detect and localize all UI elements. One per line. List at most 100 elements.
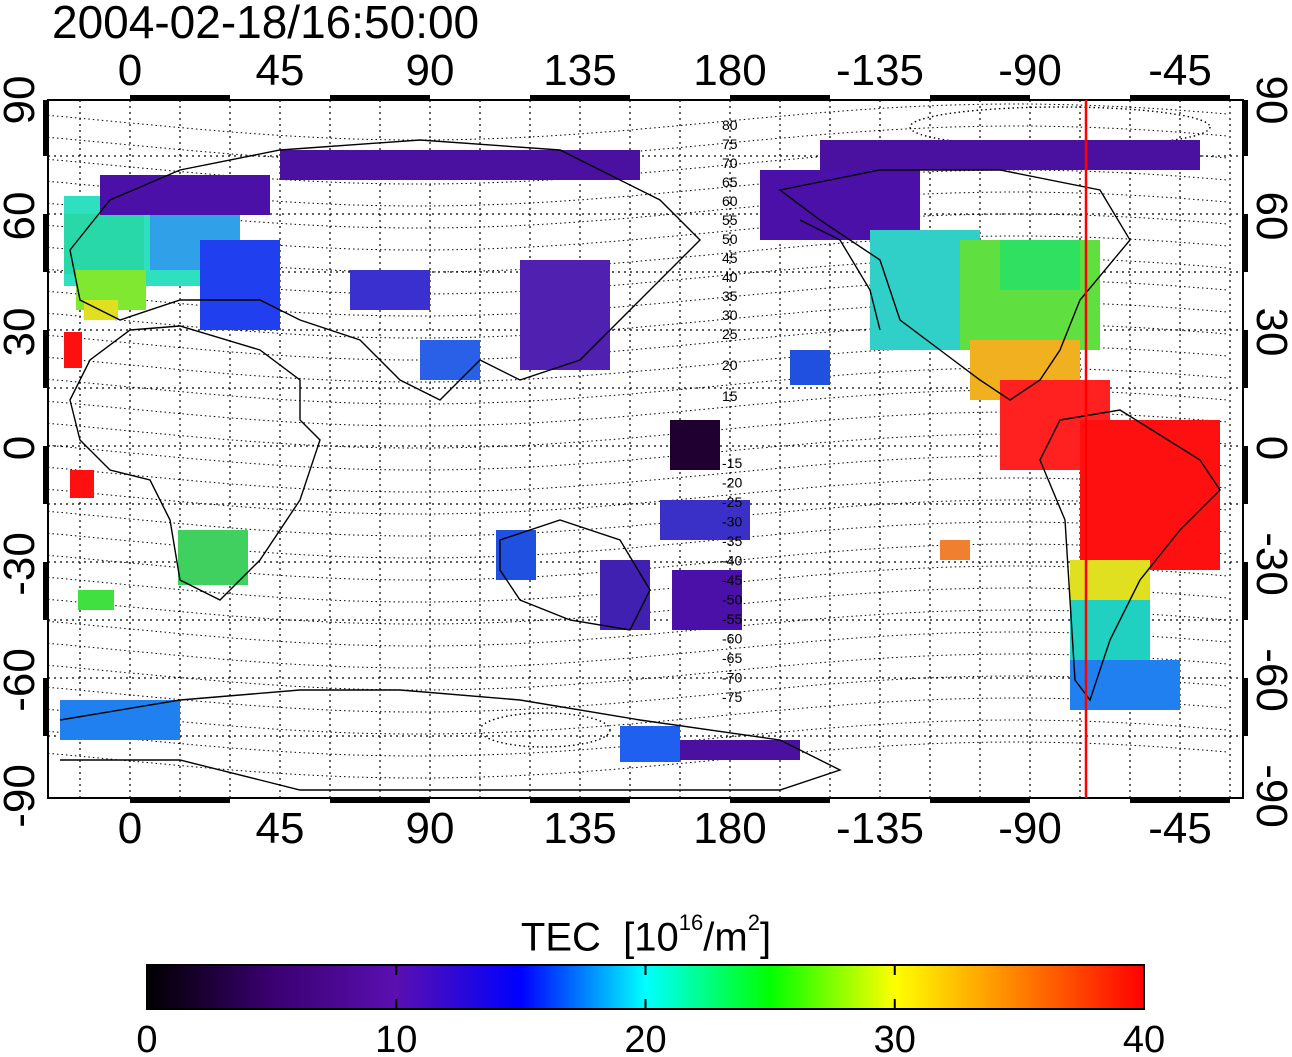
contour-label-north-1: 75 [722, 136, 738, 152]
colorbar-ticks: 0 10 20 30 40 [136, 965, 1165, 1057]
lon-tick-bottom-5: -135 [836, 804, 924, 853]
contour-labels: 80 75 70 65 60 55 50 45 40 35 30 25 20 15 -15 -20 -25 -30… [722, 117, 742, 705]
contour-line-26 [48, 675, 1229, 713]
contour-label-north-8: 40 [722, 269, 738, 285]
contour-line-0 [48, 103, 1229, 141]
contour-label-south-0: -15 [722, 455, 742, 471]
tec-patch-eastern-europe [200, 240, 280, 330]
colorbar-unit-exp2: 2 [747, 910, 760, 935]
tec-patch-antarctic-west [60, 700, 180, 740]
lon-tick-top-1: 45 [256, 46, 305, 95]
contour-label-north-3: 65 [722, 174, 738, 190]
tec-patch-new-zealand [672, 570, 742, 630]
tec-patch-alaska [760, 170, 920, 240]
lon-tick-top-0: 0 [118, 46, 142, 95]
tec-patch-india [420, 340, 480, 380]
tec-patch-scandinavia [100, 175, 270, 215]
tec-patch-west-australia [496, 530, 536, 580]
coastlines [59, 139, 1221, 791]
contour-line-5 [48, 213, 1229, 251]
contour-label-north-13: 15 [722, 388, 738, 404]
tec-patch-south-america [1080, 420, 1220, 570]
tec-patch-patagonia [1070, 600, 1150, 660]
contour-line-28 [48, 719, 1229, 757]
contour-line-21 [48, 565, 1229, 603]
colorbar-label-text: TEC [520, 915, 601, 960]
lon-ticks-top: 0 45 90 135 180 -135 -90 -45 [118, 46, 1212, 95]
contour-label-south-1: -20 [722, 475, 742, 491]
lon-tick-bottom-2: 90 [406, 804, 455, 853]
lat-tick-right-6: -90 [1247, 764, 1292, 828]
lon-tick-bottom-7: -45 [1148, 804, 1212, 853]
tec-patch-atlantic [78, 590, 114, 610]
colorbar-unit-suffix: ] [759, 915, 772, 960]
lon-tick-bottom-3: 135 [543, 804, 616, 853]
tec-patch-gulf-guinea [70, 470, 94, 498]
contour-line-4 [48, 191, 1229, 229]
contour-label-north-0: 80 [722, 117, 738, 133]
lat-ticks-left: 90 60 30 0 -30 -60 -90 [0, 76, 44, 828]
contour-label-south-11: -70 [722, 670, 742, 686]
tec-patch-east-australia [600, 560, 650, 630]
lat-tick-right-0: 90 [1247, 76, 1292, 125]
lon-tick-bottom-4: 180 [693, 804, 766, 853]
tec-patch-argentina [1070, 560, 1150, 600]
tec-patch-east-asia [520, 260, 610, 370]
lat-tick-left-3: 0 [0, 436, 44, 460]
contour-line-1 [48, 125, 1229, 163]
lon-tick-bottom-0: 0 [118, 804, 142, 853]
lon-tick-top-6: -90 [998, 46, 1062, 95]
contour-line-6 [48, 235, 1229, 273]
lon-tick-top-3: 135 [543, 46, 616, 95]
lat-tick-left-4: -30 [0, 532, 44, 596]
tec-patch-antarctic-ross [620, 726, 680, 762]
colorbar-tick-4: 40 [1123, 1019, 1165, 1057]
contour-label-south-8: -55 [722, 611, 742, 627]
lon-tick-bottom-6: -90 [998, 804, 1062, 853]
lon-tick-top-4: 180 [693, 46, 766, 95]
lon-tick-bottom-1: 45 [256, 804, 305, 853]
contour-label-north-6: 50 [722, 231, 738, 247]
tec-patch-great-lakes [1000, 240, 1080, 290]
contour-label-north-11: 25 [722, 326, 738, 342]
lon-tick-top-5: -135 [836, 46, 924, 95]
tec-patch-antarctic-east [680, 740, 800, 760]
tec-patch-europe-core [64, 214, 144, 274]
contour-line-17 [48, 477, 1229, 515]
contour-line-3 [48, 169, 1229, 207]
tec-patch-west-africa [64, 332, 82, 368]
contour-label-north-9: 35 [722, 288, 738, 304]
colorbar-unit-prefix: [10 [623, 915, 679, 960]
contour-label-south-2: -25 [722, 494, 742, 510]
tec-patch-arctic [820, 140, 1200, 170]
tec-patch-south-pacific [660, 500, 750, 540]
frame-ticks [43, 95, 1248, 803]
contour-line-27 [48, 697, 1229, 735]
tec-patch-drake [1070, 660, 1180, 710]
contour-label-south-9: -60 [722, 631, 742, 647]
contour-label-south-3: -30 [722, 514, 742, 530]
lat-tick-left-5: -60 [0, 648, 44, 712]
contour-line-18 [48, 499, 1229, 537]
lat-ticks-right: 90 60 30 0 -30 -60 -90 [1247, 76, 1292, 828]
contour-label-south-10: -65 [722, 650, 742, 666]
lat-tick-left-0: 90 [0, 76, 44, 125]
lat-tick-left-1: 60 [0, 192, 44, 241]
contour-label-north-2: 70 [722, 155, 738, 171]
colorbar-tick-1: 10 [375, 1019, 417, 1057]
tec-patch-pacific-orange [940, 540, 970, 560]
colorbar-tick-3: 30 [874, 1019, 916, 1057]
colorbar-tick-0: 0 [136, 1019, 157, 1057]
contour-label-north-5: 55 [722, 212, 738, 228]
contour-line-22 [48, 587, 1229, 625]
tec-patch-siberia [280, 150, 640, 180]
contour-line-25 [48, 653, 1229, 691]
contour-label-north-7: 45 [722, 250, 738, 266]
tec-patch-hawaii [790, 350, 830, 385]
tec-patches [60, 140, 1220, 762]
lat-tick-right-1: 60 [1247, 192, 1292, 241]
contour-label-south-7: -50 [722, 592, 742, 608]
lat-tick-right-2: 30 [1247, 308, 1292, 357]
tec-patch-pacific-dark [670, 420, 720, 470]
